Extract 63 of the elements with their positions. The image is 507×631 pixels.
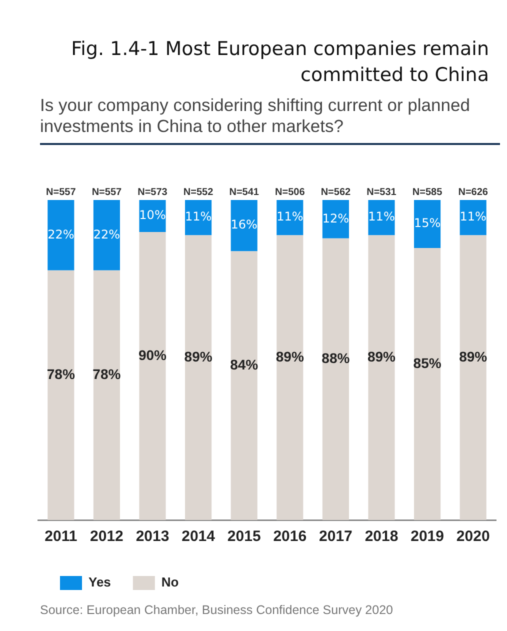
data-label: 22% [93,227,120,242]
annotation: N=573 [138,186,168,198]
annotation: N=585 [412,186,443,198]
bar [276,235,304,520]
x-tick-label: 2013 [136,528,170,546]
bar [368,235,395,520]
data-label: 89% [459,348,488,364]
bar [414,248,441,520]
data-label: 78% [92,366,122,382]
bar [368,200,395,236]
data-label: 15% [414,216,441,230]
bar [185,235,212,520]
annotation: N=557 [46,186,76,198]
data-label: 85% [413,354,442,371]
x-tick-label: 2015 [227,528,261,546]
x-tick-label: 2016 [273,528,307,546]
data-label: 90% [138,346,168,363]
data-label: 84% [230,356,259,372]
data-label: 11% [276,210,304,224]
data-label: 88% [322,350,350,366]
annotation: N=557 [92,186,122,198]
legend-label: Yes [88,574,111,590]
x-tick-label: 2011 [44,528,78,546]
bar [230,200,258,252]
data-label: 89% [367,348,396,364]
x-tick-label: 2019 [410,528,444,546]
data-label: 89% [184,348,213,364]
bar [93,270,120,520]
bar [48,270,74,520]
data-label: 11% [460,210,486,224]
annotation: N=541 [229,186,260,198]
data-label: 78% [46,366,76,382]
bar [93,200,120,270]
data-label: 11% [184,210,212,224]
annotation: N=562 [320,186,352,198]
x-tick-label: 2018 [364,528,398,546]
annotation: N=531 [366,186,397,198]
bar [230,251,258,520]
legend-label: No [161,574,179,590]
chart-subtitle: Is your company considering shifting current or planned investments in China to other markets? [40,95,500,145]
annotation: N=552 [183,186,214,198]
data-label: 89% [276,348,304,364]
data-label: 22% [48,227,74,242]
x-tick-label: 2017 [319,528,352,546]
bar [460,235,486,520]
data-label: 10% [139,208,166,222]
bar [414,200,441,248]
annotation: N=626 [458,186,488,198]
bar [139,200,166,232]
data-label: 11% [368,210,395,224]
bar [139,232,166,520]
x-tick-label: 2012 [90,528,124,546]
bar [322,238,349,520]
x-tick-label: 2020 [456,528,490,546]
data-label: 12% [322,211,350,226]
chart-title: Fig. 1.4-1 Most European companies remain committed to China [70,37,489,88]
bar [48,200,74,270]
bar [460,200,486,236]
annotation: N=506 [275,186,306,198]
data-label: 16% [230,218,258,232]
bar [322,200,349,238]
source-note: Source: European Chamber, Business Confidence Survey 2020 [40,603,393,617]
x-tick-label: 2014 [182,528,216,546]
